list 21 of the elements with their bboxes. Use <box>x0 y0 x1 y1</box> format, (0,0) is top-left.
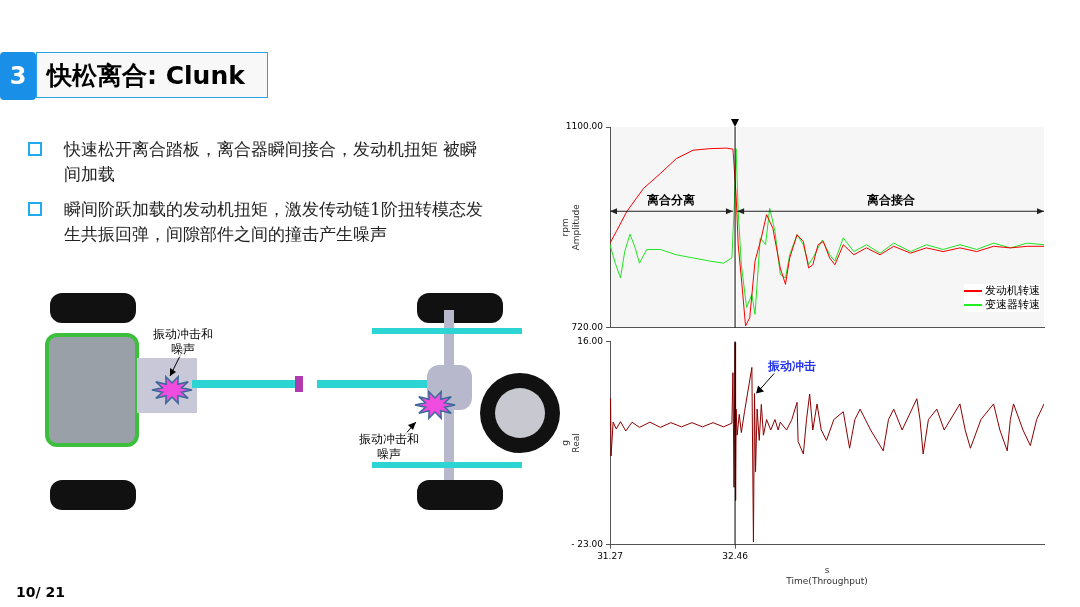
y-axis-title: g Real <box>559 433 581 453</box>
text: 振动冲击和噪声 <box>152 327 214 357</box>
y-tick-label: 16.00 <box>577 335 604 346</box>
text: 快松离合: Clunk <box>36 52 268 98</box>
text: 快速松开离合踏板，离合器瞬间接合，发动机扭矩 被瞬间加载 <box>64 138 479 186</box>
text: 3 <box>0 52 36 100</box>
text: 10/ 21 <box>16 584 65 600</box>
x-tick-label: 32.46 <box>722 551 749 562</box>
y-tick-label: 720.00 <box>571 321 604 332</box>
band-label: 离合分离 <box>646 193 696 208</box>
band-label: 离合接合 <box>865 193 916 208</box>
y-axis-title: rpm Amplitude <box>559 203 581 251</box>
legend-label: 发动机转速 <box>985 284 1040 298</box>
legend-label: 变速器转速 <box>985 298 1040 312</box>
annotation: 振动冲击 <box>767 358 817 373</box>
text: 瞬间阶跃加载的发动机扭矩，激发传动链1阶扭转模态发生共振回弹，间隙部件之间的撞击产生噪声 <box>64 198 484 246</box>
text: 振动冲击和噪声 <box>358 432 420 462</box>
x-axis-title: s Time(Throughput) <box>785 565 868 586</box>
y-tick-label: - 23.00 <box>571 538 604 549</box>
x-tick-label: 31.27 <box>597 551 623 562</box>
y-tick-label: 1100.00 <box>565 121 604 132</box>
